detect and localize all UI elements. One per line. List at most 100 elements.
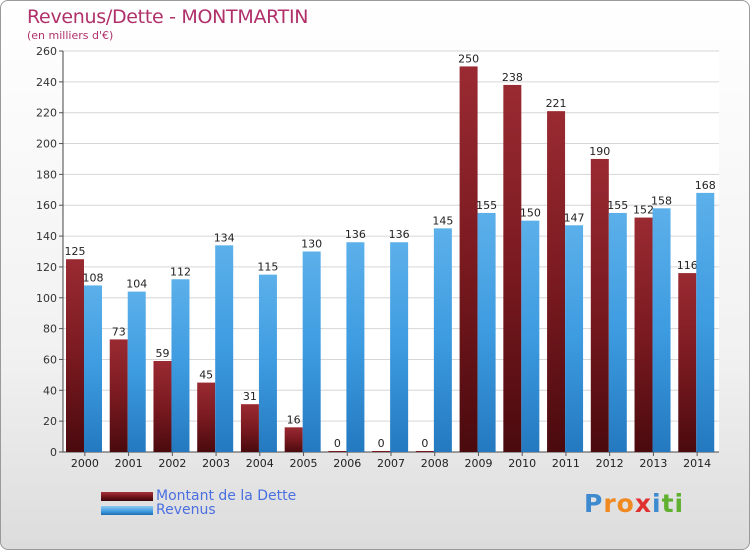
x-tick-label: 2011 xyxy=(552,457,580,470)
bar-dette xyxy=(109,339,128,452)
data-label-dette: 59 xyxy=(155,347,169,360)
data-label-dette: 73 xyxy=(112,325,126,338)
y-tick-label: 100 xyxy=(36,292,57,305)
data-label-dette: 31 xyxy=(243,390,257,403)
x-tick-label: 2000 xyxy=(71,457,99,470)
data-label-dette: 0 xyxy=(378,437,385,450)
data-label-dette: 190 xyxy=(589,145,610,158)
y-tick-label: 260 xyxy=(36,45,57,58)
data-label-dette: 0 xyxy=(421,437,428,450)
proxiti-logo: Proxiti xyxy=(584,489,684,518)
x-tick-label: 2006 xyxy=(333,457,361,470)
bar-revenus xyxy=(696,192,715,452)
bar-revenus xyxy=(258,274,277,452)
x-tick-label: 2010 xyxy=(508,457,536,470)
data-label-dette: 152 xyxy=(633,204,654,217)
x-tick-label: 2008 xyxy=(421,457,449,470)
y-tick-label: 40 xyxy=(43,384,57,397)
logo-letter: i xyxy=(674,489,685,518)
legend-swatch-dette xyxy=(101,492,153,501)
logo-letter: i xyxy=(652,489,662,518)
x-tick-label: 2001 xyxy=(115,457,143,470)
x-tick-label: 2014 xyxy=(683,457,711,470)
y-tick-label: 180 xyxy=(36,168,57,181)
data-label-revenus: 145 xyxy=(432,214,453,227)
bar-revenus xyxy=(521,220,540,452)
bar-dette xyxy=(240,404,259,452)
bar-dette xyxy=(328,451,347,452)
data-label-revenus: 112 xyxy=(170,265,191,278)
data-label-dette: 238 xyxy=(502,71,523,84)
x-tick-label: 2013 xyxy=(639,457,667,470)
data-label-revenus: 108 xyxy=(83,271,104,284)
bar-dette xyxy=(66,259,84,452)
logo-letter: P xyxy=(584,489,604,518)
bar-dette xyxy=(459,66,478,452)
y-tick-label: 60 xyxy=(43,353,57,366)
bar-revenus xyxy=(302,251,321,452)
data-label-dette: 16 xyxy=(287,413,301,426)
data-label-revenus: 158 xyxy=(651,194,672,207)
bar-dette xyxy=(634,217,653,452)
logo-letter: x xyxy=(634,489,652,518)
x-tick-label: 2005 xyxy=(290,457,318,470)
data-label-dette: 45 xyxy=(199,369,213,382)
chart-title: Revenus/Dette - MONTMARTIN xyxy=(27,6,309,28)
y-tick-label: 0 xyxy=(50,446,57,459)
bar-revenus xyxy=(127,291,146,452)
data-label-dette: 116 xyxy=(677,259,698,272)
x-tick-label: 2002 xyxy=(158,457,186,470)
y-tick-label: 220 xyxy=(36,107,57,120)
data-label-revenus: 155 xyxy=(476,199,497,212)
bar-revenus xyxy=(565,225,584,452)
bar-dette xyxy=(153,361,172,452)
data-label-revenus: 168 xyxy=(695,179,716,192)
logo-letter: o xyxy=(616,489,635,518)
x-tick-label: 2012 xyxy=(596,457,624,470)
bar-revenus xyxy=(346,242,365,452)
bar-dette xyxy=(284,427,303,452)
bar-revenus xyxy=(477,212,496,452)
chart-subtitle: (en milliers d'€) xyxy=(27,29,114,42)
data-label-revenus: 104 xyxy=(126,278,147,291)
legend-label-dette: Montant de la Dette xyxy=(156,488,297,504)
data-label-dette: 0 xyxy=(334,437,341,450)
y-tick-label: 20 xyxy=(43,415,57,428)
y-tick-label: 120 xyxy=(36,261,57,274)
y-tick-label: 160 xyxy=(36,199,57,212)
data-label-revenus: 134 xyxy=(214,231,235,244)
y-tick-label: 140 xyxy=(36,230,57,243)
data-label-dette: 125 xyxy=(65,245,86,258)
data-label-revenus: 155 xyxy=(607,199,628,212)
bar-revenus xyxy=(608,212,627,452)
data-label-revenus: 147 xyxy=(564,211,585,224)
bar-dette xyxy=(678,273,697,452)
bar-dette xyxy=(547,111,566,453)
legend-label-revenus: Revenus xyxy=(156,502,216,518)
legend-swatch-revenus xyxy=(101,506,153,515)
y-tick-label: 80 xyxy=(43,323,57,336)
logo-letter: r xyxy=(603,489,617,518)
y-tick-label: 240 xyxy=(36,76,57,89)
bar-dette xyxy=(197,382,216,452)
x-tick-label: 2007 xyxy=(377,457,405,470)
bar-revenus xyxy=(390,242,409,452)
data-label-revenus: 115 xyxy=(257,261,278,274)
bar-revenus xyxy=(215,245,234,452)
bar-revenus xyxy=(84,285,102,452)
data-label-revenus: 136 xyxy=(389,228,410,241)
data-label-revenus: 136 xyxy=(345,228,366,241)
bar-revenus xyxy=(652,208,671,452)
bar-dette xyxy=(415,451,434,452)
data-label-revenus: 130 xyxy=(301,238,322,251)
bar-revenus xyxy=(171,279,190,452)
data-label-dette: 250 xyxy=(458,52,479,65)
data-label-revenus: 150 xyxy=(520,207,541,220)
logo-letter: t xyxy=(661,489,675,518)
bar-revenus xyxy=(433,228,452,452)
bar-dette xyxy=(372,451,391,452)
y-tick-label: 200 xyxy=(36,138,57,151)
x-tick-label: 2004 xyxy=(246,457,274,470)
